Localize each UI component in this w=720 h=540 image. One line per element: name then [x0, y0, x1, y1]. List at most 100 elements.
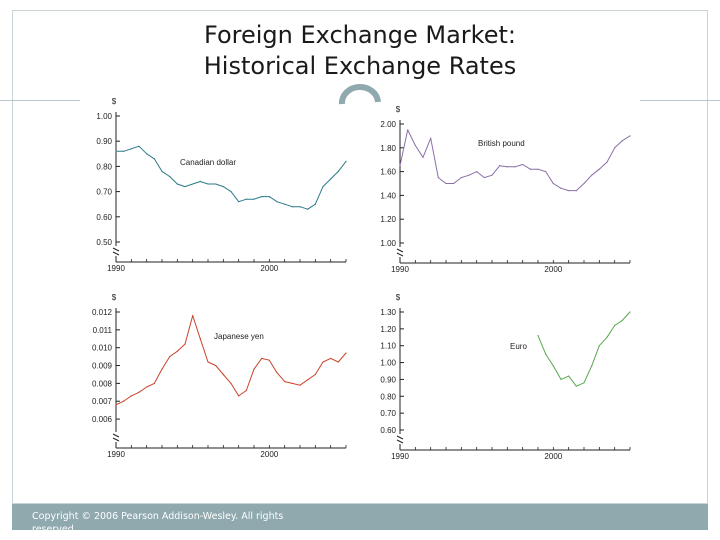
y-unit-label: $: [396, 293, 401, 302]
data-point: [552, 365, 554, 367]
data-point: [568, 190, 570, 192]
chart-canadian-dollar: 1990 2000 1.00 0.90 0.80 0.70 0.60 0.50 $ Canadia…: [96, 97, 347, 273]
data-point: [169, 356, 171, 358]
data-point: [560, 378, 562, 381]
data-point: [476, 171, 478, 173]
data-point: [153, 382, 155, 384]
x-tick-label: 2000: [260, 450, 278, 459]
data-point: [598, 345, 600, 347]
y-tick-label: 0.90: [96, 137, 112, 146]
chart-japanese-yen: 1990 2000 0.012 0.011 0.010 0.009 0.008 0.007 0.…: [92, 293, 347, 459]
data-point: [222, 373, 224, 376]
data-point: [284, 203, 286, 205]
data-point: [407, 129, 409, 131]
data-point: [207, 361, 209, 363]
title-line-2: Historical Exchange Rates: [203, 52, 517, 80]
y-tick-label: 0.50: [96, 238, 112, 247]
data-point: [268, 359, 270, 361]
data-point: [337, 361, 339, 363]
data-point: [184, 185, 186, 188]
series-label: British pound: [478, 139, 525, 148]
footer-bar: Copyright © 2006 Pearson Addison-Wesley.…: [12, 504, 708, 530]
data-point: [222, 185, 224, 188]
data-point: [192, 314, 194, 317]
data-point: [330, 178, 332, 180]
y-tick-label: 0.60: [96, 213, 112, 222]
y-tick-label: 1.00: [380, 239, 396, 248]
data-point: [215, 364, 217, 367]
data-point: [491, 174, 493, 176]
data-point: [606, 336, 608, 338]
data-point: [215, 183, 217, 185]
data-point: [230, 382, 232, 384]
x-tick-label: 2000: [260, 264, 278, 273]
data-point: [276, 201, 278, 203]
data-point: [583, 382, 585, 384]
y-tick-label: 0.011: [93, 326, 113, 335]
data-point: [621, 319, 623, 322]
y-tick-label: 0.006: [92, 415, 113, 424]
data-point: [130, 148, 132, 150]
data-point: [330, 357, 332, 359]
data-point: [314, 373, 316, 376]
y-tick-label: 1.40: [380, 191, 396, 200]
x-tick-label: 2000: [544, 452, 562, 461]
slide-title: Foreign Exchange Market: Historical Exch…: [100, 20, 620, 82]
data-point: [299, 206, 301, 208]
rule-right: [640, 100, 720, 101]
axis-break-mark: [112, 247, 120, 256]
data-point: [506, 166, 508, 168]
series-label: Euro: [510, 342, 527, 351]
y-tick-label: 2.00: [380, 120, 396, 129]
data-point: [460, 176, 462, 179]
data-point: [591, 365, 593, 367]
data-point: [606, 161, 608, 163]
data-point: [153, 158, 155, 160]
data-point: [138, 145, 140, 147]
data-point: [322, 361, 324, 363]
data-point: [514, 166, 516, 168]
y-tick-label: 0.012: [92, 308, 113, 317]
data-point: [591, 174, 593, 176]
y-tick-label: 0.80: [380, 392, 396, 401]
data-point: [161, 368, 163, 370]
data-point: [299, 384, 301, 386]
data-point: [123, 150, 125, 152]
data-point: [184, 343, 186, 345]
y-unit-label: $: [396, 105, 401, 114]
chart-euro: 1990 2000 1.30 1.20 1.10 1.00 0.90 0.80 0.70 0.60…: [380, 293, 631, 461]
y-tick-label: 0.70: [380, 409, 396, 418]
data-point: [575, 385, 577, 387]
x-tick-label: 1990: [107, 264, 125, 273]
data-point: [199, 338, 201, 340]
data-point: [284, 381, 286, 383]
x-tick-label: 1990: [391, 265, 409, 274]
data-point: [552, 182, 554, 185]
data-point: [537, 168, 539, 170]
data-point: [522, 163, 524, 166]
title-line-1: Foreign Exchange Market:: [204, 21, 516, 49]
data-point: [399, 165, 401, 167]
y-tick-label: 1.30: [380, 308, 396, 317]
y-unit-label: $: [112, 97, 117, 106]
axis-break-mark: [396, 248, 404, 257]
rule-left: [0, 100, 80, 101]
y-tick-label: 1.10: [380, 342, 396, 351]
data-point: [483, 176, 485, 179]
data-point: [430, 137, 432, 139]
slide-frame: [12, 10, 708, 504]
data-point: [560, 187, 562, 189]
data-point: [238, 395, 240, 397]
data-point: [169, 175, 171, 178]
data-point: [245, 198, 247, 200]
data-point: [146, 386, 148, 388]
data-point: [161, 170, 163, 173]
series-line: [537, 311, 631, 387]
data-point: [568, 375, 570, 377]
series-label: Japanese yen: [214, 332, 264, 341]
data-point: [276, 372, 278, 374]
data-point: [422, 156, 424, 158]
decorative-arc-icon: [338, 83, 381, 105]
chart-british-pound: 1990 2000 2.00 1.80 1.60 1.40 1.20 1.00 $ British…: [380, 105, 631, 274]
